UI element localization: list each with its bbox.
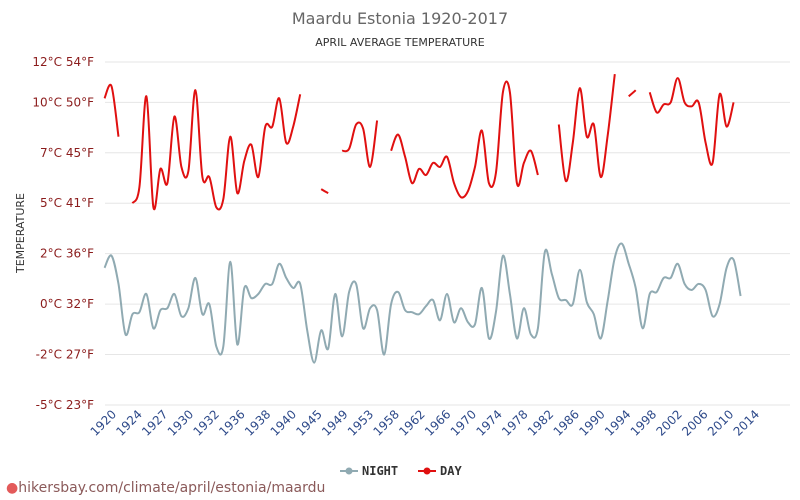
- footer-url[interactable]: hikersbay.com/climate/april/estonia/maar…: [18, 480, 326, 496]
- x-tick-label: 1998: [628, 407, 659, 438]
- y-tick-label: -5°C 23°F: [36, 398, 94, 412]
- x-tick-label: 1938: [242, 407, 273, 438]
- x-tick-label: 1966: [422, 407, 453, 438]
- y-tick-label: 0°C 32°F: [40, 297, 94, 311]
- legend-label: NIGHT: [362, 464, 398, 478]
- x-tick-label: 2014: [731, 407, 762, 438]
- x-tick-label: 1940: [268, 407, 299, 438]
- series-line-night: [103, 242, 742, 364]
- footer-link[interactable]: ●hikersbay.com/climate/april/estonia/maa…: [6, 480, 325, 496]
- series-line-day: [390, 80, 539, 199]
- y-tick-label: 2°C 36°F: [40, 247, 94, 261]
- legend-marker-icon: [345, 467, 353, 475]
- x-tick-label: 1958: [371, 407, 402, 438]
- y-tick-label: 7°C 45°F: [40, 146, 94, 160]
- y-tick-labels: 12°C 54°F 10°C 50°F 7°C 45°F 5°C 41°F 2°C 36…: [32, 55, 94, 412]
- x-tick-label: 1962: [396, 407, 427, 438]
- x-tick-label: 2006: [679, 407, 710, 438]
- y-tick-label: 5°C 41°F: [40, 196, 94, 210]
- legend-item-day[interactable]: DAY: [418, 464, 462, 478]
- y-tick-label: -2°C 27°F: [36, 348, 94, 362]
- legend-item-night[interactable]: NIGHT: [340, 464, 398, 478]
- x-tick-label: 2002: [653, 407, 684, 438]
- x-tick-label: 1949: [319, 407, 350, 438]
- x-tick-label: 1930: [165, 407, 196, 438]
- x-tick-label: 1974: [473, 407, 504, 438]
- series-line-day: [557, 73, 616, 183]
- chart-title: Maardu Estonia 1920-2017: [292, 9, 508, 28]
- y-axis-label: TEMPERATURE: [14, 193, 27, 274]
- y-tick-label: 12°C 54°F: [32, 55, 94, 69]
- x-tick-label: 1924: [113, 407, 144, 438]
- x-tick-label: 1936: [216, 407, 247, 438]
- chart-subtitle: APRIL AVERAGE TEMPERATURE: [315, 36, 484, 49]
- series-line-day: [341, 120, 379, 168]
- y-tick-label: 10°C 50°F: [32, 95, 94, 109]
- x-tick-labels: 1920192419271930193219361938194019451949…: [88, 407, 762, 438]
- grid-lines: [105, 61, 790, 406]
- series-line-day: [131, 89, 302, 211]
- x-tick-label: 1990: [576, 407, 607, 438]
- x-tick-label: 1986: [551, 407, 582, 438]
- series-line-day: [628, 89, 637, 98]
- series-line-day: [103, 83, 120, 137]
- x-tick-label: 1994: [602, 407, 633, 438]
- legend[interactable]: NIGHT DAY: [340, 464, 462, 478]
- x-tick-label: 1982: [525, 407, 556, 438]
- legend-label: DAY: [440, 464, 462, 478]
- series-lines: [103, 73, 742, 364]
- x-tick-label: 2010: [705, 407, 736, 438]
- x-tick-label: 1978: [499, 407, 530, 438]
- x-tick-label: 1970: [448, 407, 479, 438]
- series-line-day: [320, 188, 329, 194]
- location-pin-icon: ●: [6, 480, 19, 496]
- x-tick-label: 1932: [191, 407, 222, 438]
- series-line-day: [648, 77, 735, 166]
- x-tick-label: 1953: [345, 407, 376, 438]
- x-tick-label: 1945: [293, 407, 324, 438]
- legend-marker-icon: [423, 467, 431, 475]
- x-tick-label: 1927: [139, 407, 170, 438]
